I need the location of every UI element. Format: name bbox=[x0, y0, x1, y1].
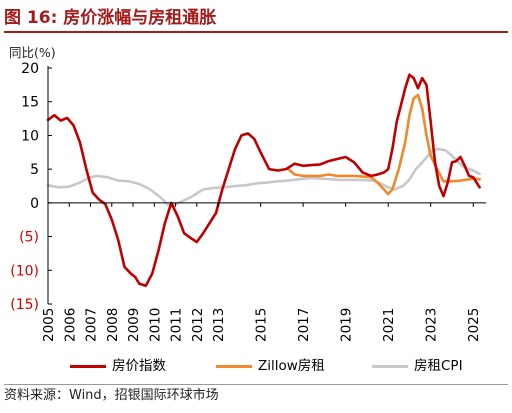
legend-swatch bbox=[70, 364, 106, 368]
x-tick-label: 2019 bbox=[339, 308, 355, 342]
x-tick-label: 2013 bbox=[211, 308, 227, 342]
y-tick-label: 20 bbox=[21, 61, 39, 77]
series-lines bbox=[46, 73, 481, 288]
x-tick-label: 2021 bbox=[381, 308, 397, 342]
x-tick-label: 2008 bbox=[105, 308, 121, 342]
x-tick-label: 2005 bbox=[41, 308, 57, 342]
legend: 房价指数 Zillow房租 房租CPI bbox=[0, 356, 512, 376]
x-tick-label: 2017 bbox=[296, 308, 312, 342]
y-tick-label: (5) bbox=[19, 230, 39, 246]
legend-item-house-price: 房价指数 bbox=[70, 356, 166, 376]
y-axis-label: 同比(%) bbox=[9, 45, 56, 60]
x-tick-label: 2011 bbox=[169, 308, 185, 342]
y-tick-label: (10) bbox=[10, 263, 39, 279]
legend-label: Zillow房租 bbox=[258, 358, 325, 374]
x-tick-label: 2009 bbox=[126, 308, 142, 342]
figure-title: 图 16: 房价涨幅与房租通胀 bbox=[4, 3, 508, 33]
series-line-0 bbox=[46, 73, 481, 288]
x-tick-label: 2025 bbox=[466, 308, 482, 342]
x-tick-label: 2015 bbox=[254, 308, 270, 342]
legend-swatch bbox=[372, 364, 408, 368]
axes bbox=[47, 66, 486, 305]
y-tick-label: 0 bbox=[30, 196, 39, 212]
series-line-1 bbox=[286, 93, 481, 196]
x-tick-label: 2010 bbox=[147, 308, 163, 342]
x-tick-label: 2006 bbox=[62, 308, 78, 342]
x-tick-label: 2023 bbox=[424, 308, 440, 342]
y-tick-label: (15) bbox=[10, 297, 39, 313]
legend-swatch bbox=[216, 364, 252, 368]
legend-label: 房租CPI bbox=[414, 358, 463, 374]
legend-label: 房价指数 bbox=[112, 358, 166, 374]
y-tick-label: 5 bbox=[30, 162, 39, 178]
x-tick-label: 2007 bbox=[84, 308, 100, 342]
y-tick-label: 10 bbox=[21, 128, 39, 144]
y-tick-label: 15 bbox=[21, 95, 39, 111]
legend-item-zillow-rent: Zillow房租 bbox=[216, 356, 325, 376]
source-note: 资料来源：Wind，招银国际环球市场 bbox=[4, 384, 508, 408]
series-line-2 bbox=[46, 147, 481, 207]
legend-item-rent-cpi: 房租CPI bbox=[372, 356, 463, 376]
x-tick-label: 2012 bbox=[190, 308, 206, 342]
